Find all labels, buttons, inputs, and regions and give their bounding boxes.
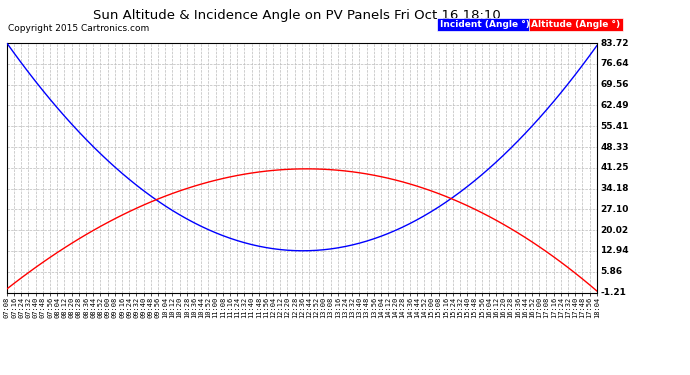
Text: 27.10: 27.10	[600, 205, 629, 214]
Text: 69.56: 69.56	[600, 80, 629, 89]
Text: 34.18: 34.18	[600, 184, 629, 193]
Text: 55.41: 55.41	[600, 122, 629, 131]
Text: 76.64: 76.64	[600, 59, 629, 68]
Text: 83.72: 83.72	[600, 39, 629, 48]
Text: Incident (Angle °): Incident (Angle °)	[440, 20, 529, 29]
Text: Altitude (Angle °): Altitude (Angle °)	[531, 20, 620, 29]
Text: 48.33: 48.33	[600, 142, 629, 152]
Text: 12.94: 12.94	[600, 246, 629, 255]
Text: 20.02: 20.02	[600, 226, 629, 235]
Text: Copyright 2015 Cartronics.com: Copyright 2015 Cartronics.com	[8, 24, 150, 33]
Text: 41.25: 41.25	[600, 164, 629, 172]
Text: Sun Altitude & Incidence Angle on PV Panels Fri Oct 16 18:10: Sun Altitude & Incidence Angle on PV Pan…	[93, 9, 500, 22]
Text: 62.49: 62.49	[600, 101, 629, 110]
Text: 5.86: 5.86	[600, 267, 622, 276]
Text: -1.21: -1.21	[600, 288, 627, 297]
